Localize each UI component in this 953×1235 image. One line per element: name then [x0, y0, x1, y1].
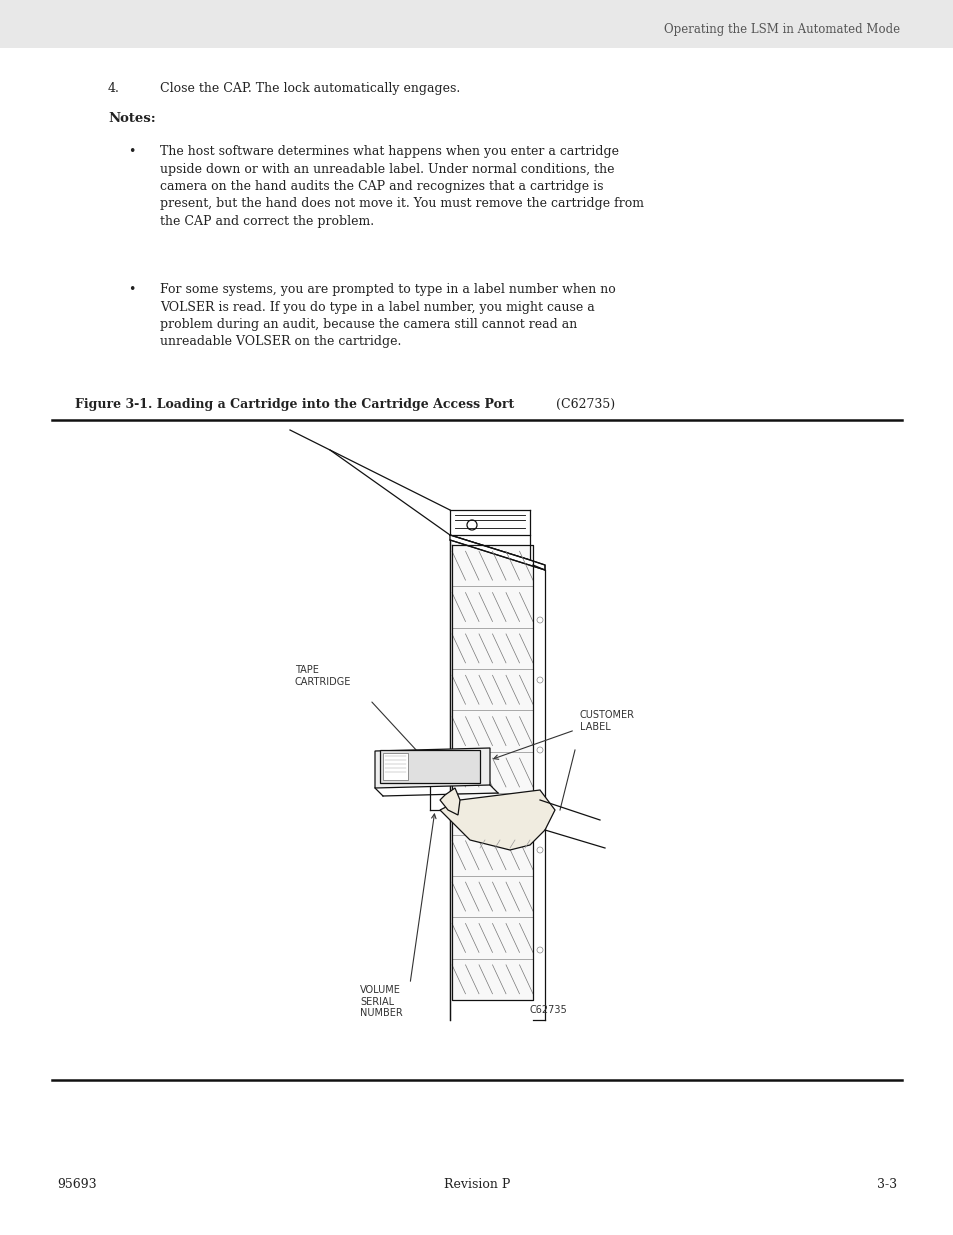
Text: The host software determines what happens when you enter a cartridge
upside down: The host software determines what happen… [160, 144, 643, 228]
Bar [452, 545, 533, 1000]
Polygon shape [450, 535, 544, 571]
Text: Figure 3-1. Loading a Cartridge into the Cartridge Access Port: Figure 3-1. Loading a Cartridge into the… [75, 398, 514, 411]
Polygon shape [439, 790, 555, 850]
Bar [382, 753, 408, 781]
Text: •: • [128, 283, 135, 296]
Text: CUSTOMER
LABEL: CUSTOMER LABEL [579, 710, 635, 731]
Text: •: • [128, 144, 135, 158]
Text: (C62735): (C62735) [552, 398, 615, 411]
Bar [379, 750, 479, 783]
Text: Operating the LSM in Automated Mode: Operating the LSM in Automated Mode [663, 23, 899, 37]
Text: VOLUME
SERIAL
NUMBER: VOLUME SERIAL NUMBER [359, 986, 402, 1018]
Text: C62735: C62735 [530, 1005, 567, 1015]
Text: 95693: 95693 [57, 1178, 96, 1192]
Polygon shape [375, 748, 490, 788]
Text: 4.: 4. [108, 82, 120, 95]
Text: For some systems, you are prompted to type in a label number when no
VOLSER is r: For some systems, you are prompted to ty… [160, 283, 615, 348]
Bar [0, 0, 953, 48]
Text: TAPE
CARTRIDGE: TAPE CARTRIDGE [294, 664, 351, 687]
Text: Close the CAP. The lock automatically engages.: Close the CAP. The lock automatically en… [160, 82, 459, 95]
Text: Notes:: Notes: [108, 112, 155, 125]
Polygon shape [439, 788, 459, 815]
Text: 3-3: 3-3 [876, 1178, 896, 1192]
Text: Revision P: Revision P [443, 1178, 510, 1192]
